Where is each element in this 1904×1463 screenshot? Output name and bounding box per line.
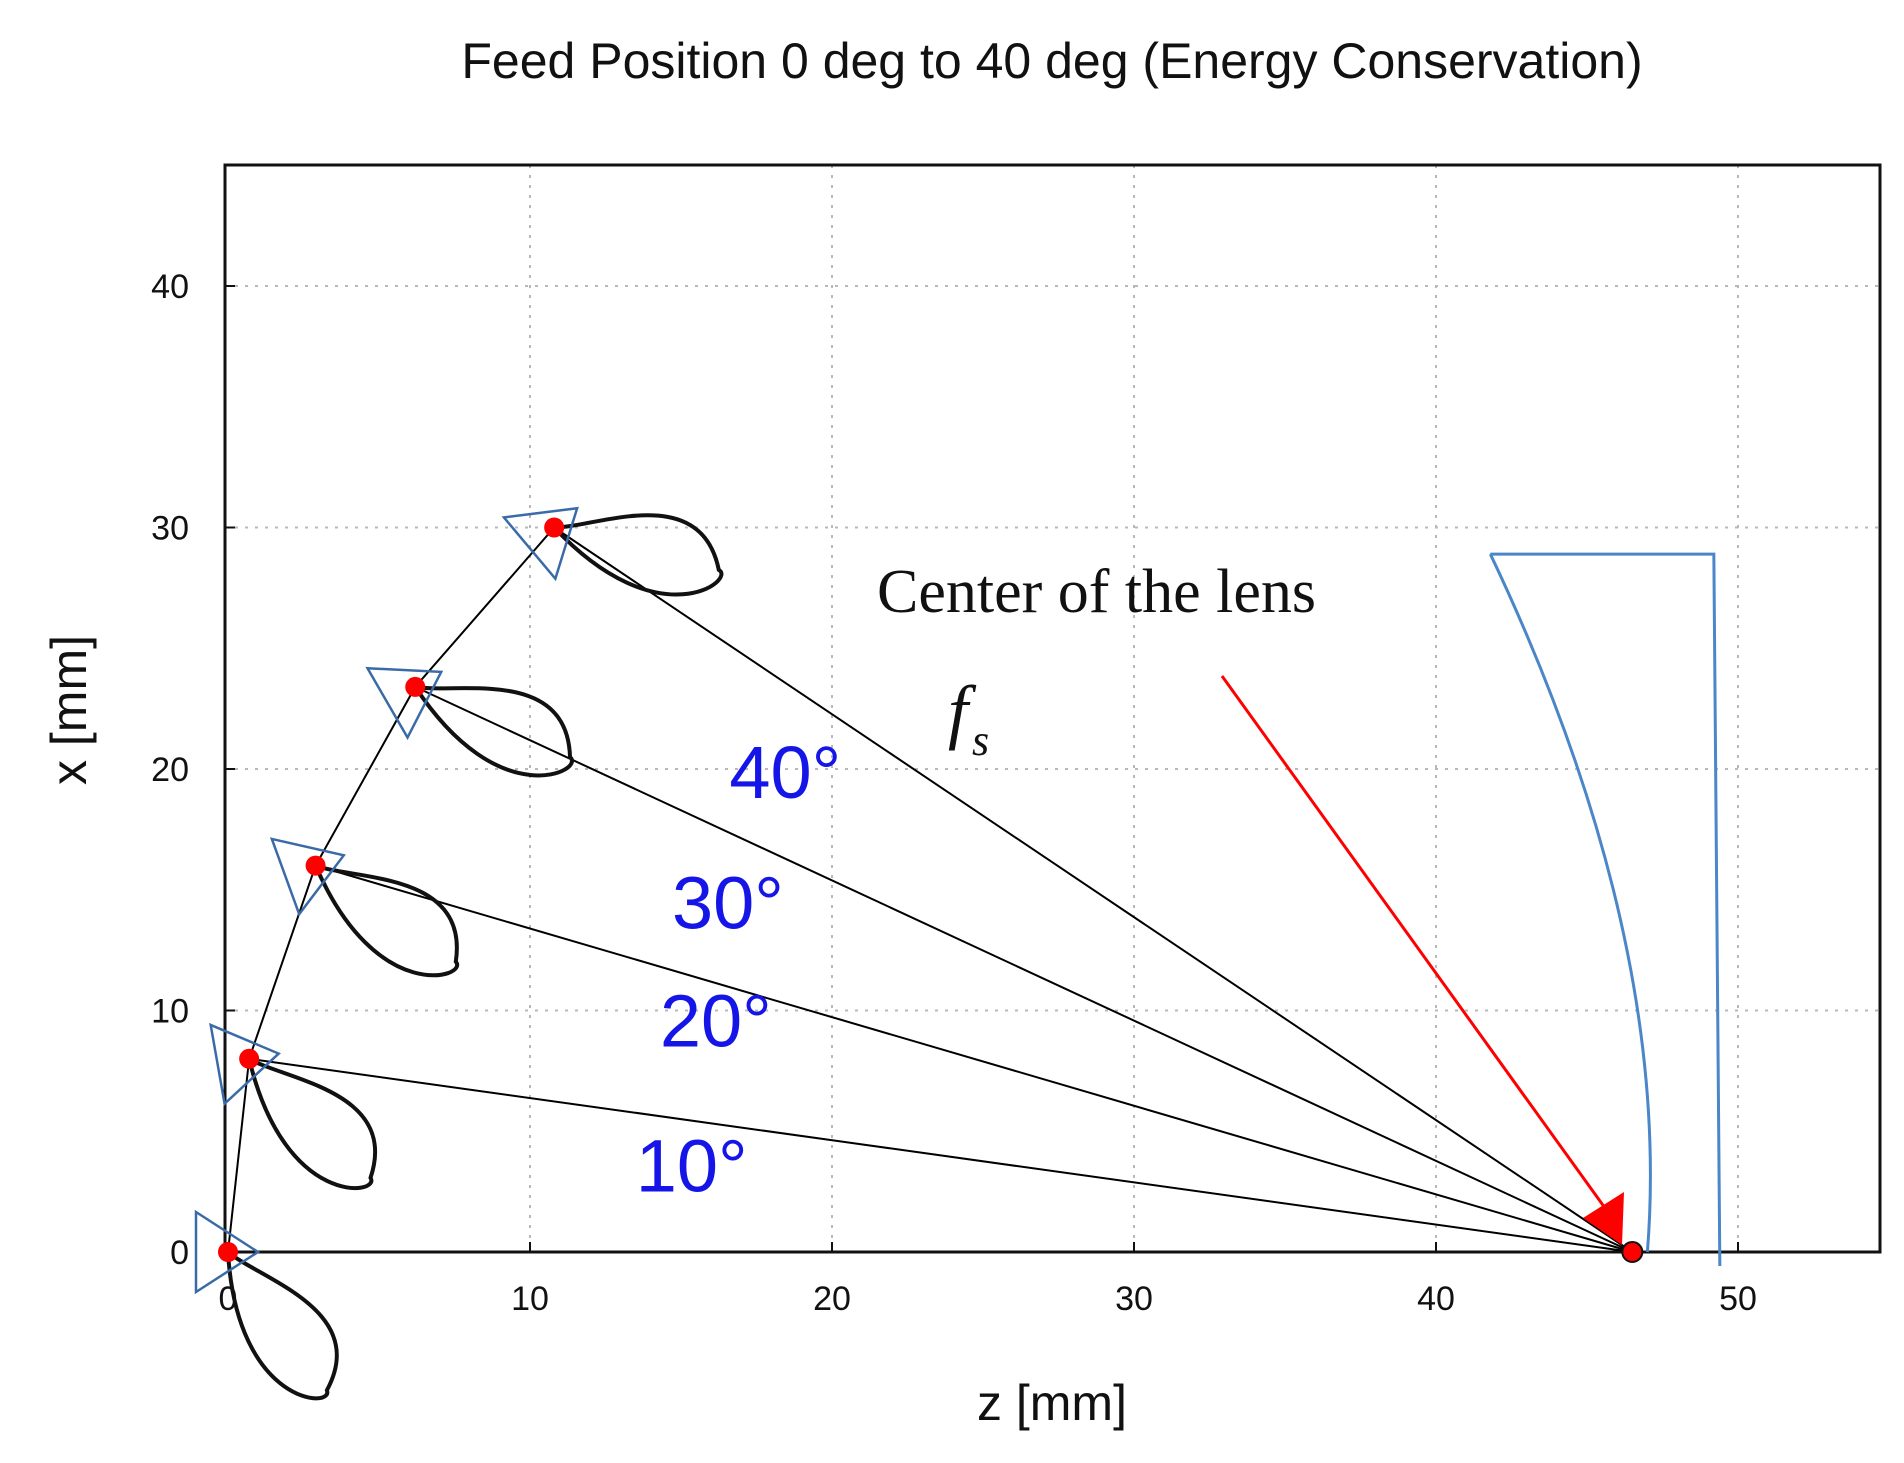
feed-point (544, 517, 565, 538)
x-tick-label: 20 (813, 1280, 851, 1318)
feed-horn-triangle (194, 1209, 261, 1295)
radiation-pattern (413, 684, 574, 778)
chart-title: Feed Position 0 deg to 40 deg (Energy Co… (461, 33, 1642, 89)
feed-horn-triangle (269, 837, 346, 917)
x-axis-label: z [mm] (977, 1375, 1127, 1431)
ray-line (553, 526, 1633, 1253)
radiation-pattern (552, 513, 724, 597)
feed-point (218, 1242, 238, 1262)
feed-horn-triangle (501, 506, 579, 582)
ray-line (414, 685, 1633, 1253)
feeds-group (194, 506, 1644, 1401)
x-tick-label: 30 (1115, 1280, 1153, 1318)
angle-label: 10° (636, 1125, 748, 1208)
feed-point (305, 855, 326, 876)
y-tick-label: 20 (151, 751, 189, 789)
y-tick-label: 30 (151, 510, 189, 548)
radiation-pattern (247, 1057, 378, 1191)
x-tick-label: 10 (511, 1280, 549, 1318)
fs-subscript: s (972, 716, 989, 765)
angle-label: 40° (729, 731, 841, 814)
angle-labels-group: 10° 20° 30° 40° (636, 731, 842, 1208)
y-tick-label: 40 (151, 268, 189, 306)
feed-horn-triangle (209, 1022, 281, 1107)
angle-label: 30° (672, 861, 784, 944)
ray-line (315, 864, 1633, 1253)
feed-horn-triangle (365, 666, 444, 741)
plot-frame (223, 163, 1882, 1254)
lens-profile (1489, 552, 1722, 1267)
feed-point (405, 676, 426, 697)
fs-label: fs (948, 671, 989, 765)
radiation-pattern (313, 863, 460, 978)
rays-group (227, 526, 1633, 1253)
lens-flat-surface (1490, 552, 1722, 1267)
grid-lines (225, 165, 1880, 1252)
feed-point (239, 1048, 260, 1069)
y-tick-label: 10 (151, 993, 189, 1031)
y-tick-label: 0 (170, 1234, 189, 1272)
focal-arc (227, 526, 555, 1253)
y-axis-label: x [mm] (41, 635, 97, 785)
center-lens-label: Center of the lens (877, 558, 1316, 626)
center-arrow-head (1583, 1192, 1624, 1245)
x-tick-label: 40 (1417, 1280, 1455, 1318)
lens-center-point (1621, 1241, 1644, 1263)
radiation-pattern (226, 1250, 339, 1401)
x-tick-label: 50 (1719, 1280, 1757, 1318)
lens-curved-surface (1489, 553, 1652, 1253)
center-arrow-line (1220, 675, 1607, 1209)
angle-label: 20° (660, 980, 772, 1063)
ray-line (249, 1057, 1633, 1253)
